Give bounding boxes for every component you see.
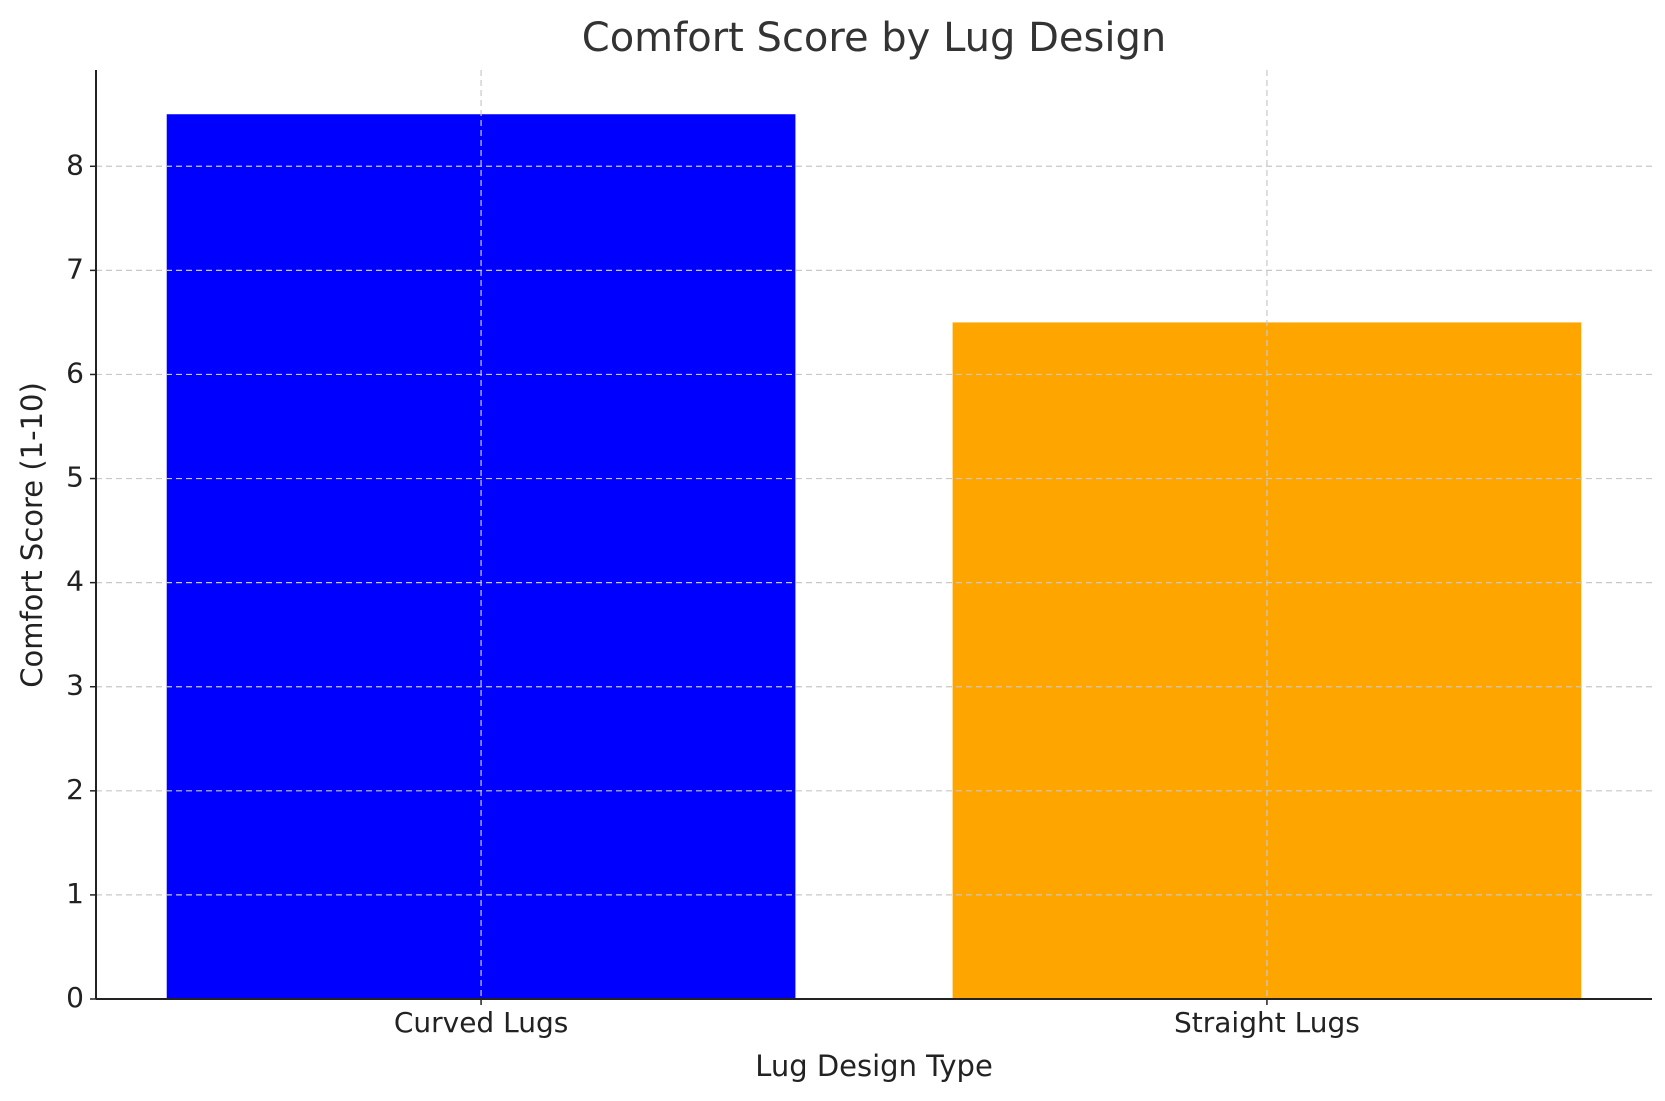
- bar: [166, 114, 796, 999]
- x-tick-label: Straight Lugs: [1174, 1006, 1360, 1039]
- y-tick-label: 7: [66, 252, 84, 285]
- y-tick-label: 4: [66, 565, 84, 598]
- x-tick-label: Curved Lugs: [394, 1006, 569, 1039]
- y-tick-label: 8: [66, 148, 84, 181]
- y-axis-label: Comfort Score (1-10): [15, 382, 49, 688]
- y-tick-label: 1: [66, 877, 84, 910]
- y-tick-label: 3: [66, 669, 84, 702]
- y-tick-label: 0: [66, 981, 84, 1014]
- y-tick-label: 2: [66, 773, 84, 806]
- x-axis-label: Lug Design Type: [755, 1049, 993, 1083]
- y-tick-label: 5: [66, 461, 84, 494]
- chart-title: Comfort Score by Lug Design: [582, 15, 1166, 61]
- y-tick-label: 6: [66, 356, 84, 389]
